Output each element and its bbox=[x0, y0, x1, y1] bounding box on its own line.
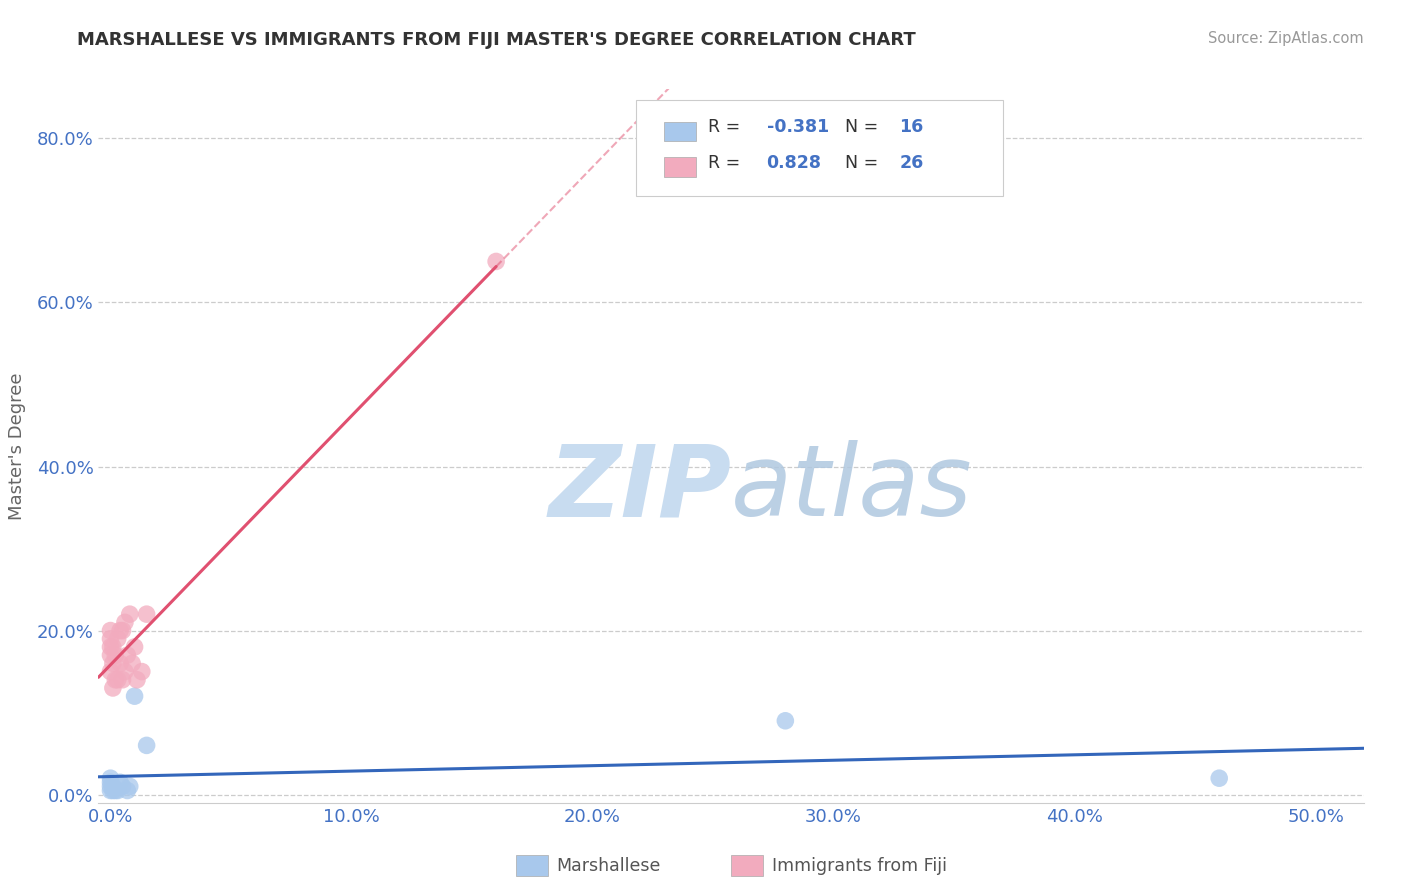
Point bbox=[775, 714, 797, 728]
Text: Marshallese: Marshallese bbox=[557, 856, 661, 874]
Text: 0.828: 0.828 bbox=[766, 153, 821, 171]
Point bbox=[118, 607, 141, 622]
Point bbox=[101, 640, 124, 654]
Point bbox=[100, 632, 122, 646]
Point bbox=[117, 783, 139, 797]
Point bbox=[101, 783, 124, 797]
Text: Immigrants from Fiji: Immigrants from Fiji bbox=[772, 856, 946, 874]
FancyBboxPatch shape bbox=[664, 121, 696, 141]
Point bbox=[101, 681, 124, 695]
Point bbox=[100, 775, 122, 789]
Point bbox=[108, 775, 131, 789]
Point bbox=[104, 648, 127, 662]
Y-axis label: Master's Degree: Master's Degree bbox=[7, 372, 25, 520]
Text: 26: 26 bbox=[900, 153, 924, 171]
Point bbox=[117, 648, 139, 662]
Point bbox=[100, 780, 122, 794]
Text: R =: R = bbox=[709, 153, 747, 171]
Point bbox=[118, 780, 141, 794]
Text: MARSHALLESE VS IMMIGRANTS FROM FIJI MASTER'S DEGREE CORRELATION CHART: MARSHALLESE VS IMMIGRANTS FROM FIJI MAST… bbox=[77, 31, 917, 49]
Point bbox=[125, 673, 148, 687]
Point bbox=[101, 657, 124, 671]
Point bbox=[124, 689, 146, 703]
Point bbox=[135, 739, 157, 753]
Point bbox=[1208, 771, 1230, 785]
Bar bbox=[731, 855, 762, 876]
FancyBboxPatch shape bbox=[636, 100, 1004, 196]
Point bbox=[107, 673, 129, 687]
Point bbox=[114, 665, 136, 679]
Text: -0.381: -0.381 bbox=[766, 118, 828, 136]
Point bbox=[135, 607, 157, 622]
Point bbox=[100, 640, 122, 654]
Text: ZIP: ZIP bbox=[548, 441, 731, 537]
Point bbox=[131, 665, 153, 679]
Text: atlas: atlas bbox=[731, 441, 973, 537]
Point bbox=[100, 771, 122, 785]
FancyBboxPatch shape bbox=[664, 157, 696, 177]
Point bbox=[108, 657, 131, 671]
Text: 16: 16 bbox=[900, 118, 924, 136]
Point bbox=[107, 632, 129, 646]
Point bbox=[121, 657, 143, 671]
Point bbox=[111, 780, 134, 794]
Point bbox=[114, 615, 136, 630]
Point bbox=[111, 673, 134, 687]
Point bbox=[100, 783, 122, 797]
Point bbox=[124, 640, 146, 654]
Point bbox=[104, 783, 127, 797]
Text: R =: R = bbox=[709, 118, 747, 136]
Text: N =: N = bbox=[845, 118, 884, 136]
Point bbox=[104, 673, 127, 687]
Point bbox=[100, 665, 122, 679]
Text: N =: N = bbox=[845, 153, 884, 171]
Point bbox=[111, 624, 134, 638]
Point bbox=[485, 254, 508, 268]
Point bbox=[101, 780, 124, 794]
Point bbox=[100, 648, 122, 662]
Text: Source: ZipAtlas.com: Source: ZipAtlas.com bbox=[1208, 31, 1364, 46]
Bar bbox=[516, 855, 547, 876]
Point bbox=[100, 624, 122, 638]
Point bbox=[108, 624, 131, 638]
Point bbox=[107, 783, 129, 797]
